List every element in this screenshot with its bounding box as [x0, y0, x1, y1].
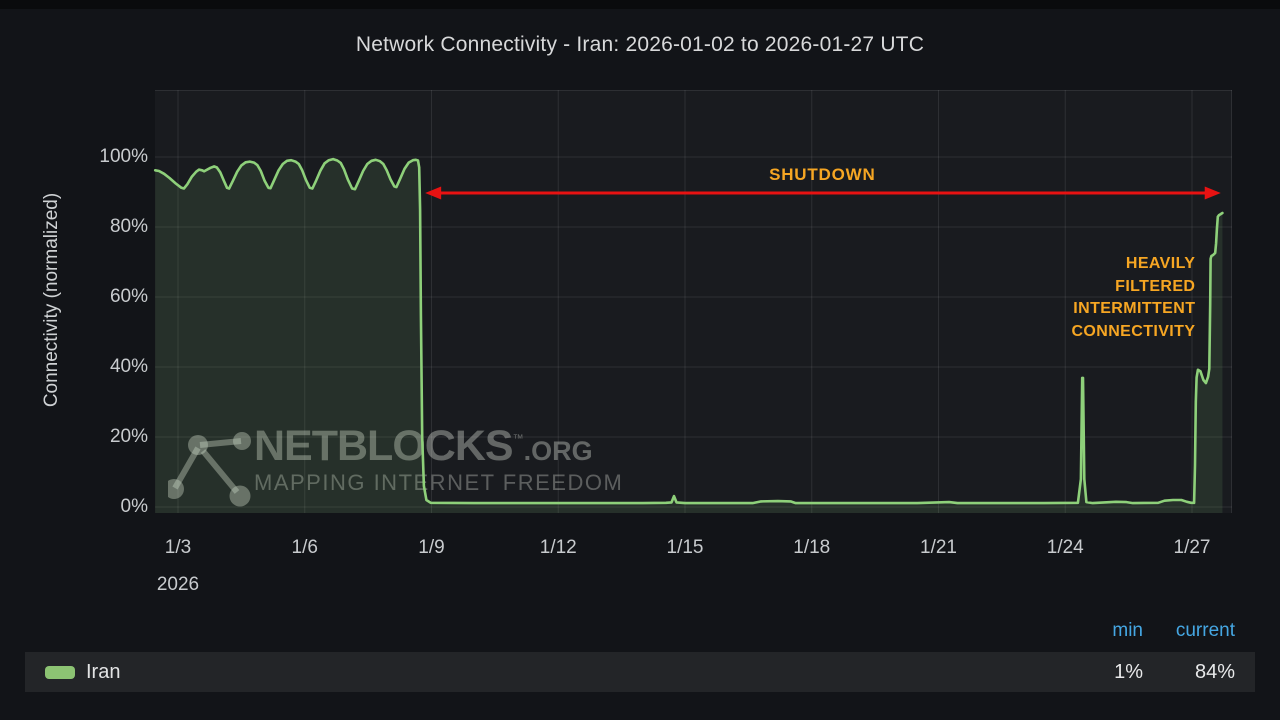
iran-series-label[interactable]: Iran — [86, 660, 121, 683]
y-tick-label: 40% — [109, 356, 148, 377]
netblocks-network-icon — [168, 432, 251, 507]
legend-min-header[interactable]: min — [1112, 620, 1143, 641]
x-tick-label: 1/3 — [164, 537, 192, 558]
watermark-tagline: MAPPING INTERNET FREEDOM — [254, 470, 624, 495]
legend-current-header[interactable]: current — [1175, 620, 1235, 641]
y-tick-label: 60% — [109, 286, 148, 307]
filtered-line-4: CONNECTIVITY — [1071, 322, 1196, 340]
window-top-strip — [0, 0, 1280, 9]
x-tick-label: 1/24 — [1046, 537, 1084, 558]
iran-current-value: 84% — [1194, 660, 1235, 683]
x-tick-label: 1/18 — [793, 537, 831, 558]
x-axis-year-label: 2026 — [156, 574, 200, 595]
x-tick-label: 1/9 — [418, 537, 445, 558]
x-tick-label: 1/6 — [291, 537, 318, 558]
chart-title: Network Connectivity - Iran: 2026-01-02 … — [355, 33, 925, 56]
iran-series-swatch — [45, 665, 75, 679]
filtered-line-3: INTERMITTENT — [1073, 300, 1196, 318]
iran-min-value: 1% — [1114, 660, 1143, 683]
y-tick-label: 100% — [99, 146, 148, 167]
legend-headers: min current — [25, 617, 1255, 645]
y-tick-label: 0% — [120, 496, 148, 517]
y-tick-label: 80% — [109, 216, 148, 237]
y-tick-label: 20% — [109, 426, 148, 447]
watermark-org-suffix: .ORG — [523, 436, 593, 466]
legend-row-iran[interactable]: Iran 1% 84% — [25, 652, 1255, 692]
x-tick-label: 1/12 — [539, 537, 577, 558]
watermark-brand: NETBLOCKS — [254, 422, 514, 470]
netblocks-wordmark: NETBLOCKS™.ORG MAPPING INTERNET FREEDOM — [254, 425, 624, 496]
x-tick-label: 1/15 — [666, 537, 704, 558]
x-tick-label: 1/27 — [1173, 537, 1211, 558]
filtered-line-1: HEAVILY — [1125, 255, 1196, 273]
trademark-symbol: ™ — [512, 433, 524, 445]
x-tick-label: 1/21 — [920, 537, 957, 558]
heavily-filtered-annotation: HEAVILY FILTERED INTERMITTENT CONNECTIVI… — [1071, 253, 1195, 343]
shutdown-annotation: SHUTDOWN — [769, 164, 876, 184]
filtered-line-2: FILTERED — [1115, 277, 1196, 295]
